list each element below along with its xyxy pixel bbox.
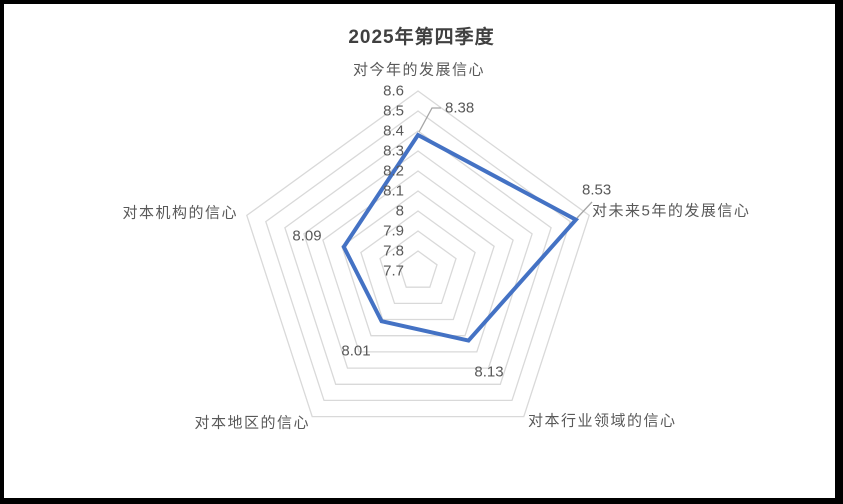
data-label-leader-lines (418, 107, 593, 219)
leader-line (576, 201, 593, 219)
series-data-polygon (341, 132, 580, 343)
gridline-ring (360, 210, 476, 321)
gridline-ring (246, 90, 590, 418)
gridline-ring (322, 170, 514, 353)
gridline-ring (341, 190, 495, 337)
leader-line (418, 107, 441, 133)
gridline-ring (379, 230, 457, 305)
gridline-rings (246, 90, 590, 418)
chart-title: 2025年第四季度 (348, 27, 495, 48)
series-polygon (341, 132, 580, 343)
gridline-ring (284, 130, 552, 385)
gridline-ring (303, 150, 533, 369)
gridline-ring (398, 250, 438, 288)
